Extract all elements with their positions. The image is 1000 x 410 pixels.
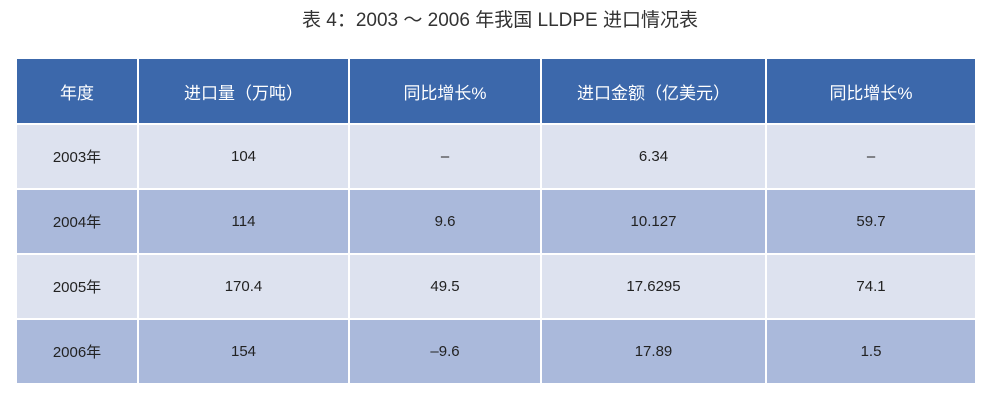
table-row: 2005年 170.4 49.5 17.6295 74.1 — [15, 253, 977, 320]
table-cell: 2005年 — [15, 253, 139, 320]
table-cell: 17.89 — [540, 318, 767, 385]
table-cell: –9.6 — [348, 318, 542, 385]
table-row: 2003年 104–6.34– — [15, 123, 977, 190]
table-cell: 2006年 — [15, 318, 139, 385]
header-cell: 进口量（万吨） — [137, 57, 350, 125]
data-table: 年度 进口量（万吨） 同比增长% 进口金额（亿美元） 同比增长% 2003年 104–6.… — [15, 57, 977, 385]
header-cell: 进口金额（亿美元） — [540, 57, 767, 125]
header-cell: 年度 — [15, 57, 139, 125]
table-cell: 59.7 — [765, 188, 977, 255]
table-row: 2004年 114 9.6 10.127 59.7 — [15, 188, 977, 255]
table-cell: – — [348, 123, 542, 190]
table-cell: 10.127 — [540, 188, 767, 255]
table-cell: 9.6 — [348, 188, 542, 255]
table-cell: 114 — [137, 188, 350, 255]
table-cell: 49.5 — [348, 253, 542, 320]
header-cell: 同比增长% — [765, 57, 977, 125]
header-cell: 同比增长% — [348, 57, 542, 125]
table-cell: 2003年 — [15, 123, 139, 190]
table-cell: 74.1 — [765, 253, 977, 320]
table-title: 表 4：2003 ～ 2006 年我国 LLDPE 进口情况表 — [302, 10, 698, 31]
table-cell: 2004年 — [15, 188, 139, 255]
table-cell: 104 — [137, 123, 350, 190]
table-cell: 170.4 — [137, 253, 350, 320]
table-row: 2006年 154 –9.6 17.89 1.5 — [15, 318, 977, 385]
table-cell: 6.34 — [540, 123, 767, 190]
table-cell: – — [765, 123, 977, 190]
table-cell: 1.5 — [765, 318, 977, 385]
table-cell: 17.6295 — [540, 253, 767, 320]
header-row: 年度 进口量（万吨） 同比增长% 进口金额（亿美元） 同比增长% — [15, 57, 977, 125]
table-cell: 154 — [137, 318, 350, 385]
table-body: 2003年 104–6.34–2004年 114 9.6 10.127 59.7 2005年… — [15, 123, 977, 385]
